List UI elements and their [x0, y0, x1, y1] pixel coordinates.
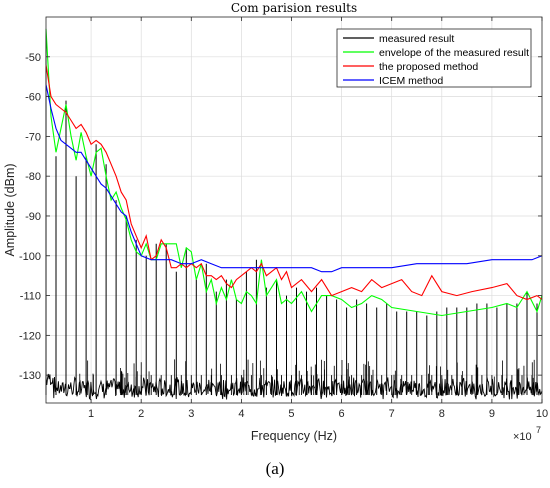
x-tick-label: 1: [88, 408, 94, 420]
y-tick-label: -80: [25, 171, 41, 183]
y-tick-label: -90: [25, 211, 41, 223]
x-tick-label: 5: [288, 408, 294, 420]
x-tick-label: 9: [489, 408, 495, 420]
x-axis-label: Frequency (Hz): [251, 429, 337, 443]
x-tick-label: 3: [188, 408, 194, 420]
legend-entry: envelope of the measured result: [379, 47, 529, 59]
x-tick-label: 6: [339, 408, 345, 420]
y-tick-label: -130: [19, 370, 41, 382]
axes-box: [45, 16, 543, 404]
x-tick-label: 8: [439, 408, 445, 420]
legend-entry: the proposed method: [379, 61, 478, 73]
x-axis-exponent: ×10 7: [513, 425, 541, 443]
x-tick-label: 7: [389, 408, 395, 420]
x-tick-label: 10: [536, 408, 548, 420]
figure-caption: (a): [266, 459, 285, 478]
legend-box: [336, 28, 532, 88]
measured-noise-floor: [45, 373, 543, 401]
tick-labels: 1 2 3 4 5 6 7 8 9 10 -50 -60 -70 -80 -90 -100 -110 -120 -1…: [19, 52, 548, 420]
the-proposed-method-line: [45, 64, 543, 301]
y-tick-label: -70: [25, 131, 41, 143]
y-tick-label: -60: [25, 92, 41, 104]
line-series-group: [45, 28, 543, 317]
legend-entry: ICEM method: [379, 75, 443, 87]
y-tick-label: -50: [25, 52, 41, 64]
y-tick-label: -100: [19, 251, 41, 263]
y-tick-label: -110: [20, 291, 41, 303]
y-axis-label: Amplitude (dBm): [3, 163, 17, 256]
x-tick-label: 4: [238, 408, 244, 420]
legend-entry: measured result: [379, 33, 454, 45]
x-tick-label: 2: [138, 408, 144, 420]
envelope-of-the-measured-result-line: [45, 28, 543, 317]
x-exponent-power: 7: [536, 425, 541, 435]
icem-method-line: [45, 84, 543, 273]
legend: measured result envelope of the measured …: [336, 28, 532, 88]
x-exponent-base: ×10: [513, 431, 532, 443]
chart-title: Com parision results: [231, 1, 357, 15]
y-tick-label: -120: [19, 330, 41, 342]
measured-result-series: [45, 28, 543, 401]
axes: [45, 16, 543, 404]
